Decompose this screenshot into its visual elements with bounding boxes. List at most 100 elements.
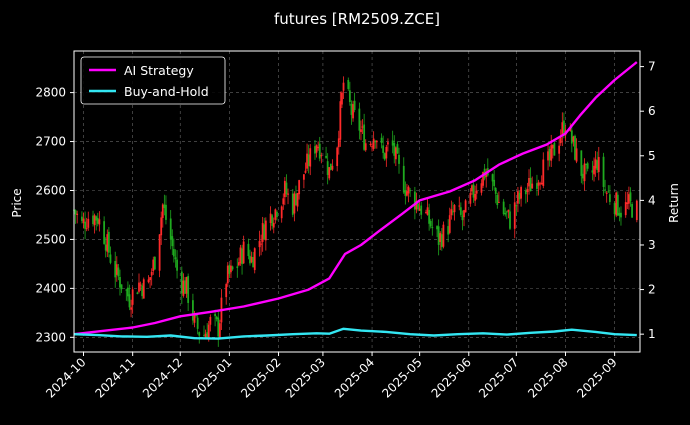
candle-body	[493, 179, 496, 187]
candle-body	[272, 222, 275, 228]
candle-body	[218, 323, 221, 338]
candle-body	[583, 163, 586, 182]
candle-body	[326, 161, 329, 175]
candle-body	[586, 163, 589, 169]
candle-body	[237, 262, 240, 266]
candle-body	[491, 174, 494, 182]
candle-body	[128, 294, 131, 308]
candle-body	[380, 137, 383, 144]
left-tick-label: 2300	[35, 330, 66, 344]
candle-body	[472, 184, 475, 198]
candle-body	[537, 182, 540, 186]
candle-body	[264, 220, 267, 241]
candle-body	[242, 241, 245, 264]
left-tick-label: 2400	[35, 281, 66, 295]
candle-body	[602, 156, 605, 187]
candle-body	[104, 244, 107, 251]
candle-body	[574, 135, 576, 160]
legend: AI Strategy Buy-and-Hold	[80, 56, 226, 105]
candle-body	[626, 202, 629, 204]
candle-body	[276, 211, 278, 218]
candle-body	[531, 183, 534, 189]
candle-body	[425, 212, 427, 214]
candle-body	[547, 151, 549, 161]
candle-body	[185, 277, 188, 294]
right-axis: 1 2 3 4 5 6 7	[640, 60, 656, 341]
candle-body	[407, 186, 410, 194]
candle-body	[203, 335, 205, 337]
plot-frame	[73, 50, 641, 353]
candle-body	[93, 215, 96, 226]
candle-body	[504, 212, 507, 215]
candle-body	[149, 277, 152, 281]
candle-body	[82, 218, 85, 224]
candle-body	[263, 224, 266, 240]
candle-body	[536, 183, 538, 189]
candle-body	[269, 213, 272, 224]
chart-title: futures [RM2509.ZCE]	[274, 10, 440, 28]
candle-body	[369, 143, 372, 145]
candle-body	[505, 211, 508, 213]
candle-layer	[73, 76, 638, 347]
legend-box	[80, 56, 226, 105]
candle-body	[428, 209, 431, 224]
candle-body	[409, 190, 412, 192]
candle-body	[241, 248, 243, 265]
candle-body	[616, 194, 619, 216]
candle-body	[217, 317, 220, 337]
candle-body	[107, 231, 110, 253]
candle-body	[613, 203, 616, 214]
candle-body	[518, 193, 521, 200]
candle-body	[138, 282, 140, 292]
candle-body	[283, 180, 286, 198]
candle-body	[358, 108, 361, 131]
candle-body	[596, 160, 599, 171]
candle-body	[171, 236, 174, 247]
candle-body	[85, 228, 88, 230]
candle-body	[150, 271, 153, 276]
candle-body	[253, 248, 256, 271]
candle-body	[198, 332, 201, 336]
candle-body	[459, 207, 462, 215]
candle-body	[448, 215, 451, 233]
candle-body	[314, 146, 316, 154]
candle-body	[141, 285, 144, 297]
right-tick-label: 5	[648, 149, 656, 163]
candle-body	[282, 198, 285, 205]
candle-body	[605, 192, 608, 194]
candle-body	[131, 289, 134, 305]
candle-body	[81, 216, 83, 221]
candle-body	[629, 192, 632, 202]
candle-body	[228, 265, 231, 274]
candle-body	[385, 147, 388, 159]
candle-body	[341, 92, 343, 105]
candle-body	[562, 120, 565, 136]
candle-body	[230, 265, 232, 273]
left-tick-label: 2500	[35, 232, 66, 246]
candle-body	[436, 226, 438, 230]
candle-body	[285, 182, 288, 195]
candle-body	[309, 148, 312, 167]
candle-body	[371, 146, 373, 148]
candle-body	[507, 209, 510, 212]
left-tick-label: 2700	[35, 135, 66, 149]
candle-body	[393, 143, 396, 156]
candle-body	[575, 148, 578, 162]
candle-body	[542, 159, 545, 186]
candle-body	[607, 191, 610, 193]
candle-body	[331, 165, 334, 170]
candle-body	[161, 204, 164, 218]
candle-body	[306, 153, 308, 169]
candle-body	[526, 189, 529, 193]
candle-body	[320, 155, 323, 157]
candle-body	[517, 191, 519, 204]
candle-body	[628, 194, 630, 204]
candle-body	[515, 205, 518, 207]
candle-body	[187, 276, 190, 303]
candle-body	[296, 192, 299, 207]
candle-body	[585, 163, 587, 166]
candle-body	[87, 218, 90, 228]
left-tick-label: 2800	[35, 86, 66, 100]
candle-body	[139, 284, 142, 286]
candle-body	[387, 142, 389, 145]
